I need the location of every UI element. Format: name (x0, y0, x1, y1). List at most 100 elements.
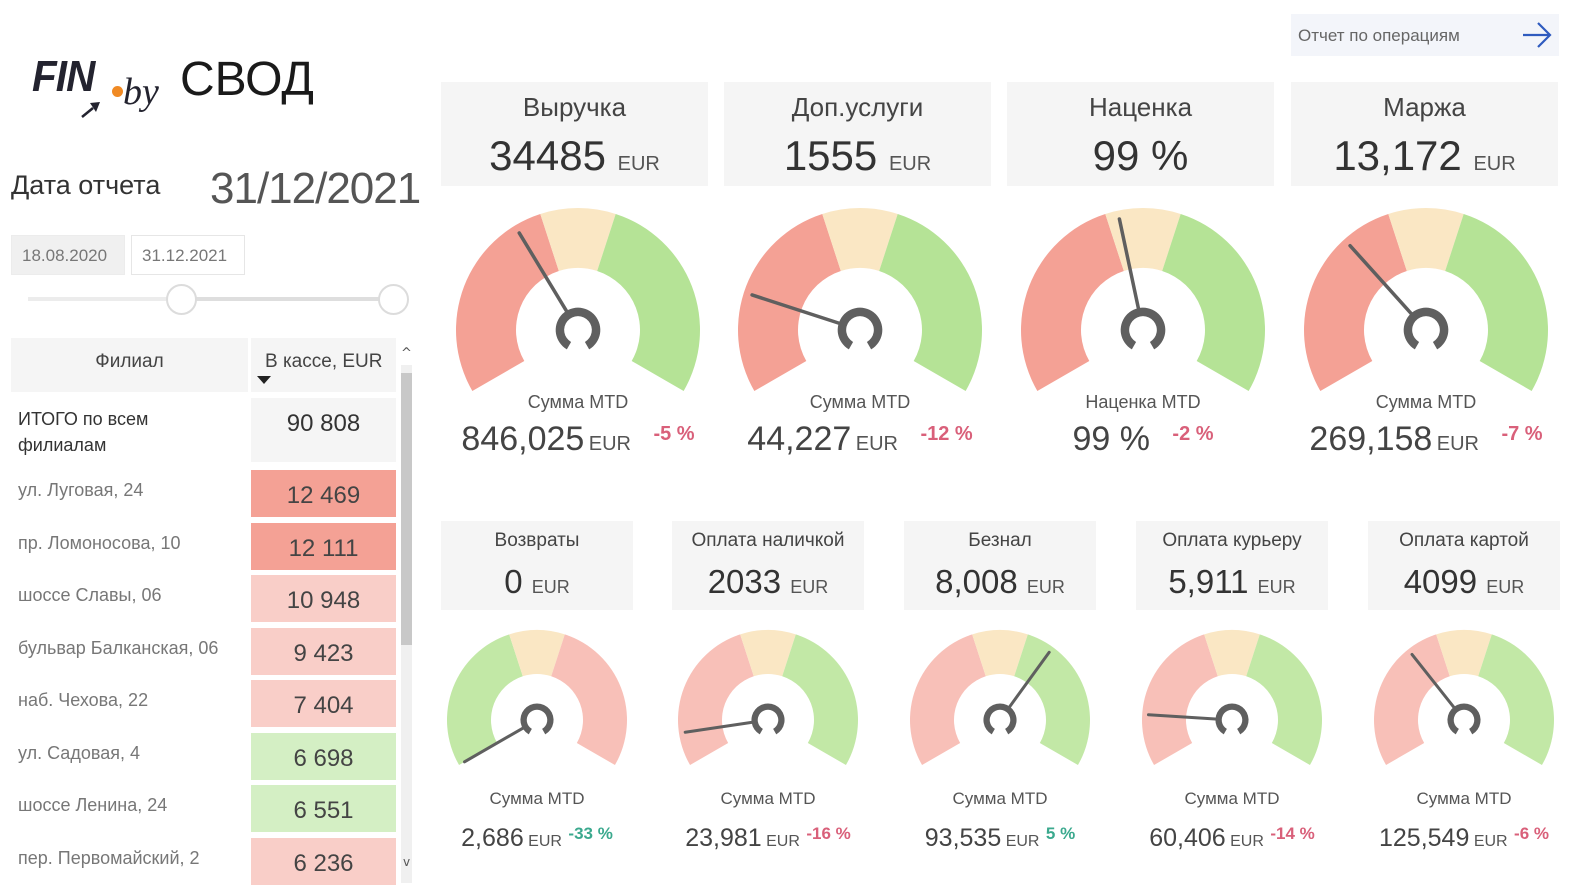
gauge-bad-band (456, 213, 559, 391)
gauge-bad-band (1374, 634, 1450, 765)
gauge-value: 93,535 EUR 5 % (860, 824, 1140, 853)
date-range-end-handle[interactable] (378, 284, 409, 315)
kpi-card: Оплата наличкой 2033 EUR (672, 521, 864, 610)
kpi-card: Маржа 13,172 EUR (1291, 82, 1558, 186)
kpi-value-wrap: 0 EUR (441, 563, 633, 601)
table-row[interactable]: бульвар Балканская, 06 9 423 (11, 627, 396, 675)
gauge-bad-band (1142, 634, 1218, 765)
gauge-hub (555, 307, 601, 350)
gauge-caption: Сумма MTD (489, 789, 585, 808)
gauge-needle (750, 293, 841, 325)
kpi-card: Выручка 34485 EUR (441, 82, 708, 186)
kpi-value: 1555 (783, 132, 878, 179)
table-row[interactable]: шоссе Славы, 06 10 948 (11, 575, 396, 622)
gauge-value-number: 269,158 (1309, 420, 1433, 458)
kpi-value: 0 (504, 563, 523, 600)
gauge-value-unit: EUR (1230, 833, 1264, 850)
gauge-caption: Сумма MTD (527, 392, 629, 412)
gauge-bad-band (1304, 213, 1407, 391)
gauge-caption: Наценка MTD (1085, 392, 1201, 412)
gauge-hub (983, 703, 1017, 735)
logo-dot-icon (112, 86, 123, 97)
kpi-value: 99 % (1092, 132, 1189, 179)
gauge-delta: -33 % (568, 824, 613, 843)
total-value: 90 808 (251, 398, 396, 462)
gauge-hub (751, 703, 785, 735)
gauge-good-band (1014, 634, 1090, 765)
column-header-cash[interactable]: В кассе, EUR (251, 338, 396, 392)
cash-value: 12 469 (251, 470, 396, 517)
gauge-delta: -2 % (1172, 423, 1214, 445)
scroll-up-icon[interactable]: ^ (401, 345, 412, 365)
table-scrollbar[interactable]: ^ v (401, 345, 412, 883)
table-row[interactable]: шоссе Ленина, 24 6 551 (11, 785, 396, 832)
gauge-needle (1117, 217, 1141, 310)
gauge (910, 630, 1090, 765)
kpi-value: 5,911 (1168, 563, 1249, 600)
scrollbar-thumb[interactable] (401, 373, 412, 645)
gauge-value-unit: EUR (1473, 833, 1508, 850)
gauge-value-number: 23,981 (685, 824, 762, 852)
scroll-down-icon[interactable]: v (402, 855, 411, 869)
kpi-value-wrap: 2033 EUR (672, 563, 864, 601)
gauge-value-unit: EUR (1005, 833, 1040, 850)
gauge-value-unit: EUR (528, 833, 562, 850)
kpi-value-wrap: 1555 EUR (724, 132, 991, 180)
table-row[interactable]: ул. Садовая, 4 6 698 (11, 732, 396, 780)
kpi-title: Маржа (1383, 92, 1466, 122)
branch-name: шоссе Славы, 06 (18, 585, 162, 605)
branch-name: шоссе Ленина, 24 (18, 795, 168, 815)
column-header-branch[interactable]: Филиал (11, 338, 248, 392)
gauge-bad-band (678, 634, 754, 765)
gauge-value-number: 60,406 (1149, 824, 1226, 852)
gauge-good-band (1246, 634, 1322, 765)
table-row[interactable]: наб. Чехова, 22 7 404 (11, 680, 396, 727)
kpi-title: Выручка (522, 92, 627, 122)
table-row[interactable]: пр. Ломоносова, 10 12 111 (11, 522, 396, 570)
kpi-unit: EUR (888, 153, 932, 175)
gauge-good-band (597, 213, 700, 391)
kpi-value: 13,172 (1333, 132, 1462, 179)
gauge-hub (1215, 703, 1249, 735)
gauge-good-band (879, 213, 982, 391)
gauge (738, 208, 982, 391)
cash-value: 6 551 (251, 785, 396, 832)
kpi-unit: EUR (1257, 577, 1296, 597)
table-row[interactable]: ул. Луговая, 24 12 469 (11, 470, 396, 517)
gauge-warning-band (1105, 208, 1181, 272)
gauge-warning-band (1204, 630, 1260, 677)
date-to-input[interactable]: 31.12.2021 (131, 235, 245, 275)
operations-report-button[interactable]: Отчет по операциям (1291, 14, 1559, 56)
kpi-unit: EUR (1473, 153, 1516, 175)
gauge-needle (517, 231, 569, 313)
gauge-value-unit: EUR (766, 833, 800, 850)
gauge-hub (1120, 307, 1166, 350)
sort-desc-icon (257, 376, 271, 384)
kpi-value-wrap: 13,172 EUR (1291, 132, 1558, 180)
cash-value: 12 111 (251, 522, 396, 570)
kpi-value-wrap: 8,008 EUR (904, 563, 1096, 601)
gauge-needle (1348, 243, 1413, 316)
kpi-value: 2033 (707, 563, 782, 600)
gauge-needle (1146, 713, 1217, 721)
gauge-needle (1008, 650, 1051, 709)
gauge-delta: -12 % (920, 423, 973, 445)
date-from-input[interactable]: 18.08.2020 (11, 235, 125, 275)
branch-name: пер. Первомайский, 2 (18, 847, 200, 868)
gauge-delta: -6 % (1514, 824, 1550, 843)
gauge-bad-band (738, 213, 841, 391)
gauge-hub (1403, 307, 1449, 350)
gauge (456, 208, 700, 391)
kpi-value-wrap: 5,911 EUR (1136, 563, 1328, 601)
gauge-delta: -5 % (653, 423, 695, 445)
kpi-title: Оплата картой (1399, 530, 1529, 551)
total-label: ИТОГО по всем филиалам (18, 409, 149, 455)
gauge-value: 99 % -2 % (1003, 420, 1283, 459)
date-range-start-handle[interactable] (166, 284, 198, 315)
kpi-value-wrap: 4099 EUR (1368, 563, 1560, 601)
gauge-warning-band (740, 630, 796, 677)
gauge-needle (463, 726, 525, 764)
cash-value: 7 404 (251, 680, 396, 727)
table-row[interactable]: пер. Первомайский, 2 6 236 (11, 837, 396, 885)
gauge-delta: -16 % (806, 824, 851, 843)
